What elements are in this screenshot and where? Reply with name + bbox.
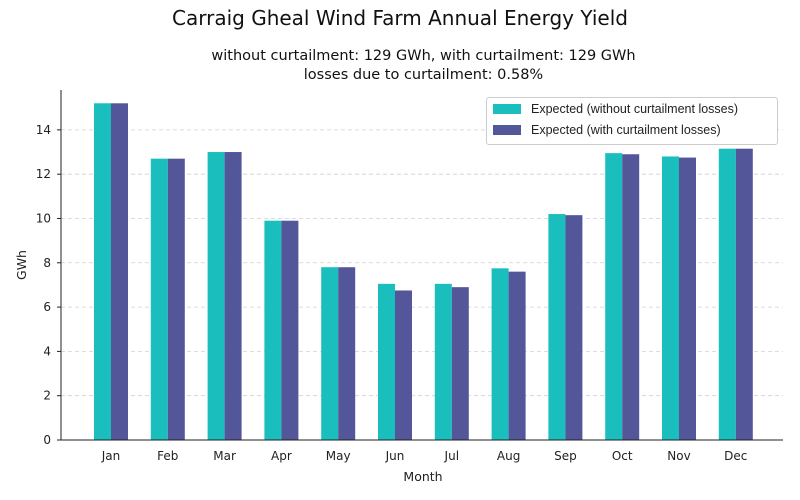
y-tick-label: 0 [43, 433, 51, 447]
x-tick-label: Jun [385, 449, 405, 463]
chart-subtitle-line-1: without curtailment: 129 GWh, with curta… [211, 48, 636, 64]
x-tick-label: Apr [271, 449, 292, 463]
bar-without-curtailment-jun [378, 283, 395, 440]
x-tick-label: Jan [101, 449, 121, 463]
chart-title: Carraig Gheal Wind Farm Annual Energy Yi… [172, 6, 628, 30]
bar-with-curtailment-apr [281, 220, 299, 440]
x-tick-label: Feb [157, 449, 178, 463]
bar-without-curtailment-aug [491, 268, 509, 440]
x-tick-label: Aug [497, 449, 520, 463]
bar-without-curtailment-apr [264, 220, 282, 440]
bar-with-curtailment-jun [395, 290, 412, 440]
x-tick-label: Jul [444, 449, 459, 463]
x-tick-label: Oct [612, 449, 633, 463]
y-tick-label: 4 [43, 344, 51, 358]
x-tick-label: May [326, 449, 351, 463]
y-tick-label: 2 [43, 389, 51, 403]
legend-swatch-without-curtailment [493, 104, 521, 114]
bar-with-curtailment-nov [679, 157, 696, 440]
bar-without-curtailment-feb [150, 158, 168, 440]
bar-with-curtailment-sep [565, 215, 583, 440]
bar-with-curtailment-dec [735, 148, 753, 441]
bar-with-curtailment-mar [224, 152, 242, 440]
bar-without-curtailment-mar [207, 152, 225, 440]
x-tick-label: Sep [554, 449, 577, 463]
bar-without-curtailment-nov [662, 156, 679, 441]
bar-with-curtailment-jul [451, 287, 469, 440]
y-tick-label: 10 [36, 211, 51, 225]
bar-with-curtailment-may [338, 267, 356, 440]
legend-label-with-curtailment: Expected (with curtailment losses) [531, 123, 721, 137]
y-tick-label: 8 [43, 256, 51, 270]
bar-without-curtailment-jan [94, 103, 111, 440]
bars [94, 103, 753, 441]
chart-subtitle-line-2: losses due to curtailment: 0.58% [303, 67, 544, 83]
legend-entry-with-curtailment: Expected (with curtailment losses) [493, 121, 721, 139]
x-tick-label: Nov [667, 449, 690, 463]
bar-with-curtailment-jan [111, 103, 128, 440]
bar-without-curtailment-may [321, 267, 339, 440]
bar-without-curtailment-jul [434, 283, 452, 440]
y-tick-label: 14 [36, 123, 51, 137]
bar-with-curtailment-oct [622, 154, 640, 440]
axes: 0 2 4 6 8 10 12 14 Jan Feb Mar Apr May Jun Jul Aug Sep Oc… [36, 90, 783, 463]
bar-without-curtailment-oct [605, 153, 623, 440]
legend-entry-without-curtailment: Expected (without curtailment losses) [493, 100, 738, 118]
legend-label-without-curtailment: Expected (without curtailment losses) [531, 102, 739, 116]
legend: Expected (without curtailment losses) Ex… [486, 97, 778, 145]
bar-with-curtailment-feb [167, 158, 185, 440]
bar-without-curtailment-sep [548, 214, 566, 440]
x-tick-label: Mar [213, 449, 236, 463]
bar-without-curtailment-dec [718, 148, 736, 441]
x-tick-label: Dec [724, 449, 747, 463]
y-tick-label: 6 [43, 300, 51, 314]
legend-swatch-with-curtailment [493, 125, 521, 135]
y-tick-label: 12 [36, 167, 51, 181]
x-axis-label: Month [403, 469, 442, 484]
bar-with-curtailment-aug [508, 271, 526, 440]
y-axis-label: GWh [14, 250, 29, 280]
